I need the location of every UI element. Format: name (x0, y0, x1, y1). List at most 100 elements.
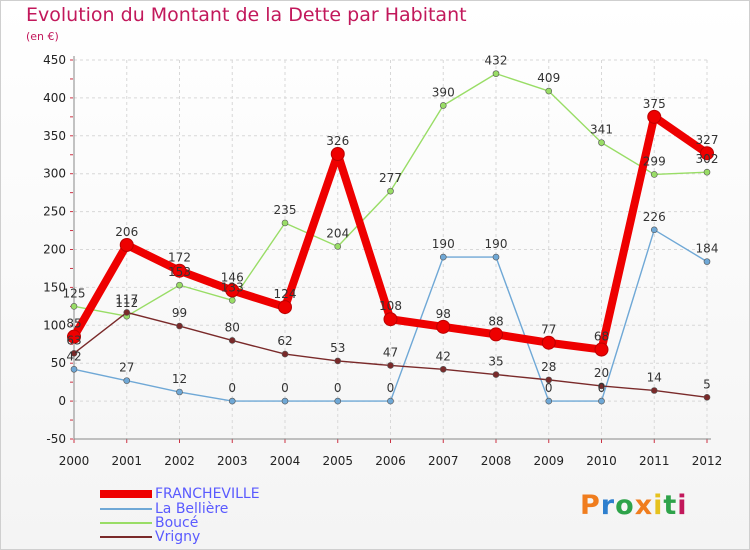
logo-letter: o (615, 490, 635, 521)
x-tick-label: 2006 (375, 454, 406, 468)
data-point-vrigny (650, 387, 658, 394)
data-point-vrigny (492, 371, 500, 378)
data-label-vrigny: 28 (541, 360, 556, 374)
legend-item-bouce[interactable]: Boucé (100, 515, 199, 531)
data-point-vrigny (598, 382, 605, 390)
data-label-francheville: 327 (696, 133, 719, 147)
data-point-bouc- (545, 87, 553, 95)
data-label-bouc-: 204 (326, 226, 349, 240)
data-label-la-belli-re: 0 (598, 381, 606, 395)
x-tick-label: 2003 (217, 454, 248, 468)
data-point-bouc- (281, 219, 289, 227)
data-label-vrigny: 20 (594, 366, 609, 380)
data-point-la-belli-re (598, 397, 605, 405)
data-label-bouc-: 409 (537, 71, 560, 85)
data-label-francheville: 85 (66, 317, 81, 331)
data-point-francheville (330, 146, 345, 161)
data-point-la-belli-re (439, 253, 447, 261)
data-point-bouc- (176, 281, 183, 289)
data-label-francheville: 77 (541, 323, 556, 337)
data-label-vrigny: 14 (647, 370, 662, 384)
data-point-la-belli-re (228, 397, 236, 405)
y-tick-label: 0 (58, 394, 66, 408)
data-label-vrigny: 42 (436, 349, 451, 363)
y-tick-label: 250 (43, 205, 66, 219)
data-point-la-belli-re (123, 377, 131, 384)
data-label-vrigny: 117 (115, 292, 138, 306)
x-tick-label: 2000 (59, 454, 90, 468)
data-label-la-belli-re: 27 (119, 361, 134, 375)
data-label-vrigny: 62 (277, 334, 292, 348)
x-tick-label: 2008 (481, 454, 512, 468)
data-point-la-belli-re (334, 397, 342, 405)
data-label-la-belli-re: 0 (545, 381, 553, 395)
legend-swatch-vrigny (100, 536, 152, 538)
legend-swatch-bouce (100, 522, 152, 524)
legend-item-la-belliere[interactable]: La Bellière (100, 501, 228, 517)
data-point-la-belli-re (703, 258, 711, 265)
data-point-vrigny (439, 365, 447, 373)
y-tick-label: 400 (43, 91, 66, 105)
y-tick-label: 200 (43, 243, 66, 257)
data-label-francheville: 88 (488, 314, 503, 328)
data-point-francheville (225, 283, 240, 298)
x-tick-label: 2011 (639, 454, 670, 468)
data-point-la-belli-re (387, 397, 394, 405)
data-label-francheville: 68 (594, 330, 609, 344)
y-tick-label: 50 (51, 356, 66, 370)
data-point-bouc- (703, 168, 711, 176)
legend-label: Boucé (155, 515, 199, 531)
data-point-francheville (594, 342, 609, 357)
proxiti-logo[interactable]: Proxiti (580, 490, 688, 521)
data-point-francheville (700, 146, 714, 161)
chart-title: Evolution du Montant de la Dette par Hab… (26, 4, 467, 26)
y-tick-label: 100 (43, 318, 66, 332)
data-label-francheville: 108 (379, 299, 402, 313)
data-point-vrigny (176, 322, 183, 330)
legend-item-francheville[interactable]: FRANCHEVILLE (100, 486, 260, 502)
data-label-la-belli-re: 190 (485, 237, 508, 251)
data-point-vrigny (703, 394, 711, 401)
logo-letter: x (634, 490, 654, 521)
x-tick-label: 2005 (322, 454, 353, 468)
data-label-vrigny: 63 (66, 333, 81, 347)
data-point-francheville (383, 312, 398, 327)
legend-item-vrigny[interactable]: Vrigny (100, 529, 200, 545)
data-point-francheville (67, 329, 81, 344)
data-point-bouc- (439, 102, 447, 109)
data-point-la-belli-re (70, 365, 78, 373)
data-point-bouc- (650, 171, 658, 178)
data-label-bouc-: 153 (168, 265, 191, 279)
data-point-bouc- (387, 187, 394, 195)
data-point-bouc- (228, 296, 236, 304)
data-label-francheville: 206 (115, 225, 138, 239)
data-label-la-belli-re: 0 (228, 381, 236, 395)
x-tick-label: 2012 (692, 454, 723, 468)
data-point-francheville (278, 300, 292, 315)
logo-letter: r (600, 490, 616, 521)
data-label-la-belli-re: 12 (172, 372, 187, 386)
data-point-bouc- (334, 243, 342, 250)
data-label-bouc-: 341 (590, 123, 613, 137)
data-label-francheville: 172 (168, 251, 191, 265)
data-point-vrigny (228, 337, 236, 344)
data-point-vrigny (387, 362, 394, 369)
data-label-la-belli-re: 42 (66, 349, 81, 363)
y-tick-label: -50 (46, 432, 66, 446)
y-tick-label: 350 (43, 129, 66, 143)
logo-letter: P (580, 490, 601, 521)
data-label-bouc-: 390 (432, 85, 455, 99)
legend-swatch-francheville (100, 490, 152, 498)
data-point-la-belli-re (545, 397, 553, 405)
data-point-la-belli-re (176, 388, 183, 396)
data-label-francheville: 326 (326, 134, 349, 148)
data-label-bouc-: 299 (643, 154, 666, 168)
x-tick-label: 2010 (586, 454, 617, 468)
data-label-bouc-: 125 (63, 286, 86, 300)
data-label-la-belli-re: 184 (696, 242, 719, 256)
data-label-la-belli-re: 190 (432, 237, 455, 251)
x-tick-label: 2001 (111, 454, 142, 468)
data-point-francheville (436, 319, 451, 334)
